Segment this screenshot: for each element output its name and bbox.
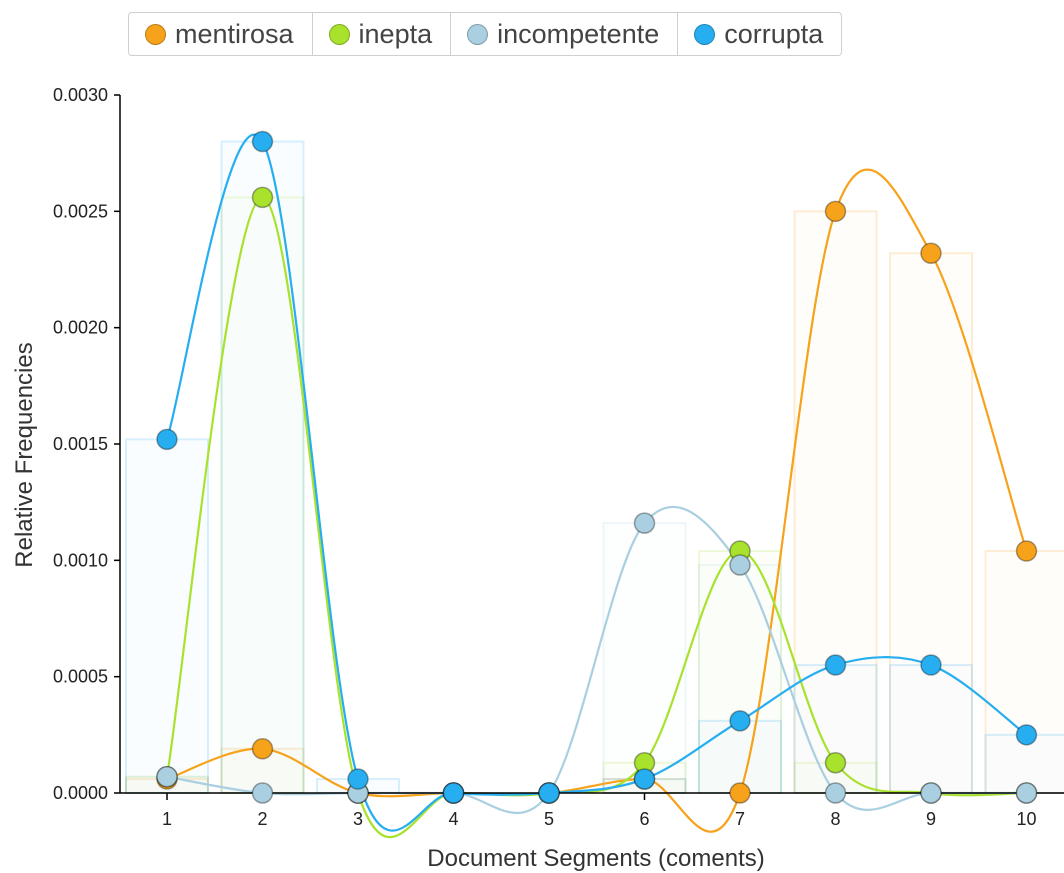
point-corrupta-3[interactable] — [347, 768, 369, 790]
points-layer — [156, 130, 1038, 804]
point-mentirosa-2[interactable] — [251, 738, 274, 760]
y-tick-label: 0.0000 — [53, 783, 108, 803]
point-corrupta-10[interactable] — [1015, 724, 1038, 746]
x-tick-label: 3 — [353, 809, 363, 829]
x-tick-label: 4 — [448, 809, 458, 829]
bar-corrupta-7 — [698, 719, 782, 795]
legend: mentirosa inepta incompetente corrupta — [128, 12, 843, 56]
y-tick-label: 0.0030 — [53, 85, 108, 105]
legend-label: inepta — [358, 18, 433, 49]
x-tick-label: 8 — [830, 809, 840, 829]
point-corrupta-9[interactable] — [920, 654, 942, 676]
legend-swatch — [467, 23, 489, 45]
point-corrupta-2[interactable] — [251, 130, 274, 153]
y-tick-label: 0.0020 — [53, 318, 108, 338]
x-axis-title: Document Segments (coments) — [427, 845, 764, 872]
legend-item-incompetente[interactable]: incompetente — [451, 13, 679, 55]
point-corrupta-1[interactable] — [156, 428, 178, 451]
point-incompetente-1[interactable] — [156, 765, 178, 788]
y-tick-label: 0.0025 — [53, 201, 108, 221]
bar-corrupta-9 — [889, 664, 973, 794]
legend-item-inepta[interactable]: inepta — [313, 13, 452, 55]
x-tick-label: 7 — [735, 809, 745, 829]
point-corrupta-8[interactable] — [824, 654, 847, 676]
point-mentirosa-8[interactable] — [824, 200, 847, 223]
legend-item-corrupta[interactable]: corrupta — [678, 13, 841, 55]
point-mentirosa-7[interactable] — [729, 782, 751, 804]
y-tick-label: 0.0015 — [53, 434, 108, 454]
point-corrupta-4[interactable] — [442, 782, 465, 804]
x-tick-label: 2 — [257, 809, 267, 829]
legend-label: corrupta — [724, 18, 824, 49]
point-mentirosa-9[interactable] — [920, 242, 942, 264]
legend-label: mentirosa — [175, 18, 294, 49]
x-tick-label: 10 — [1016, 809, 1036, 829]
point-incompetente-7[interactable] — [729, 554, 751, 576]
legend-swatch — [694, 23, 716, 45]
x-tick-label: 9 — [926, 809, 936, 829]
point-inepta-8[interactable] — [824, 752, 847, 774]
legend-label: incompetente — [497, 18, 660, 49]
point-mentirosa-10[interactable] — [1015, 540, 1038, 562]
bar-corrupta-2 — [220, 140, 305, 795]
x-tick-label: 1 — [162, 809, 172, 829]
point-corrupta-7[interactable] — [729, 710, 751, 732]
point-inepta-2[interactable] — [251, 186, 274, 209]
axes-layer: 0.0000 0.0005 0.0010 0.0015 0.0020 0.0025 0.00… — [53, 85, 1064, 829]
point-incompetente-9[interactable] — [920, 782, 942, 804]
x-tick-label: 5 — [544, 809, 554, 829]
y-tick-label: 0.0010 — [53, 550, 108, 570]
point-incompetente-6[interactable] — [633, 512, 656, 534]
point-corrupta-5[interactable] — [538, 782, 560, 804]
point-incompetente-10[interactable] — [1015, 782, 1038, 804]
x-tick-label: 6 — [639, 809, 649, 829]
bar-corrupta-8 — [793, 664, 878, 794]
y-axis-title: Relative Frequencies — [11, 342, 38, 567]
legend-swatch — [328, 23, 350, 45]
y-tick-label: 0.0005 — [53, 667, 108, 687]
point-corrupta-6[interactable] — [633, 768, 656, 790]
bar-corrupta-1 — [125, 438, 209, 794]
point-incompetente-2[interactable] — [251, 782, 274, 804]
legend-item-mentirosa[interactable]: mentirosa — [129, 13, 313, 55]
point-incompetente-8[interactable] — [824, 782, 847, 804]
legend-swatch — [145, 23, 166, 45]
